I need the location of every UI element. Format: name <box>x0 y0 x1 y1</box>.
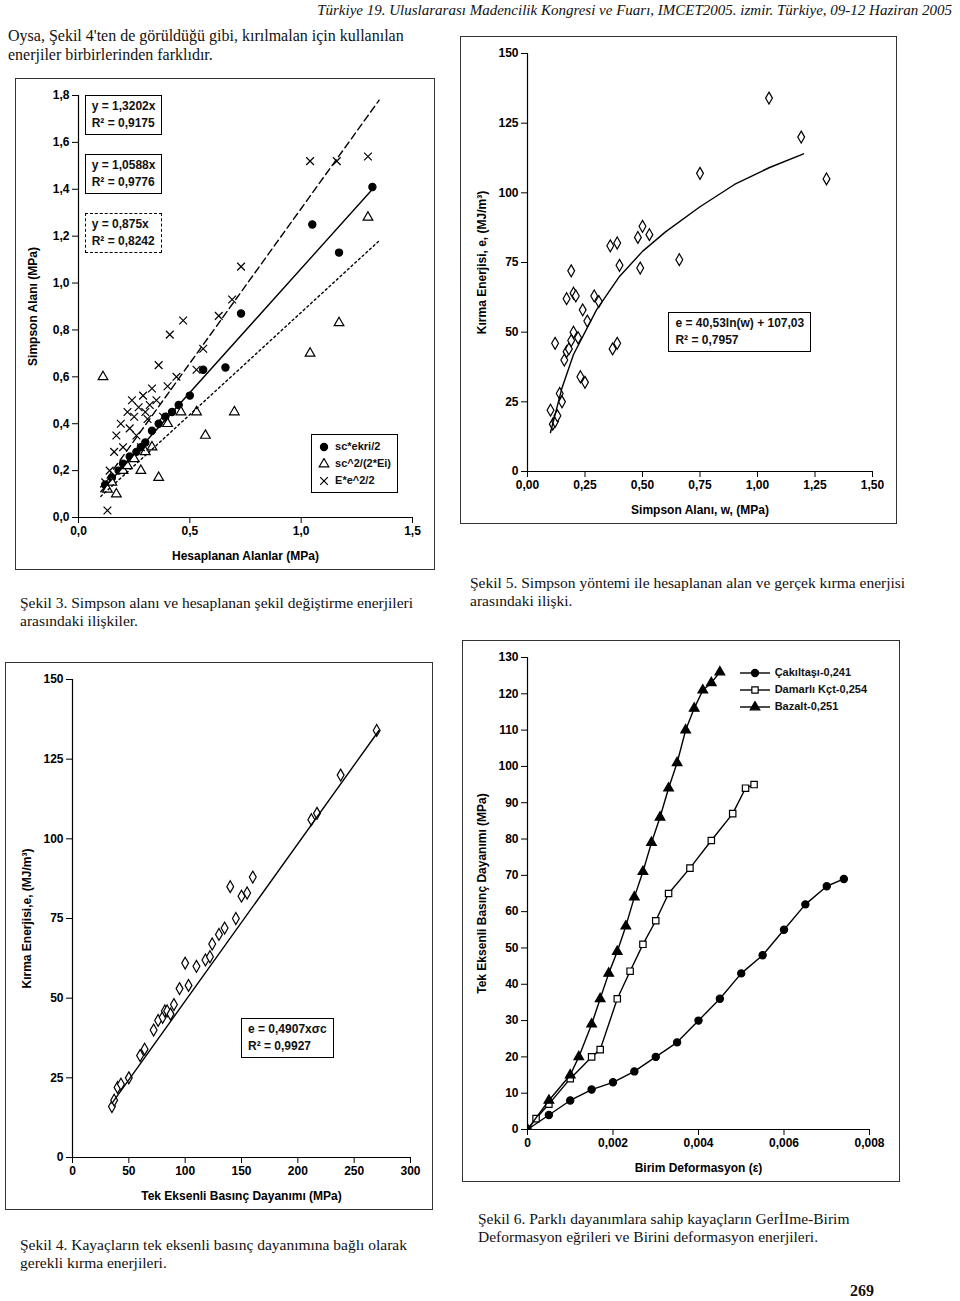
html-text:Şekil 3. Simpson alanı ve hesa: Şekil 3. Simpson alanı ve hesaplanan şek… <box>20 594 413 629</box>
svg-text:100: 100 <box>175 1164 195 1178</box>
html-text:Şekil 5. Simpson yöntemi ile h: Şekil 5. Simpson yöntemi ile hesaplanan … <box>470 574 906 609</box>
html-text:R² = 0,9927: R² = 0,9927 <box>248 1039 311 1054</box>
svg-text:1,2: 1,2 <box>53 229 70 243</box>
html-text:y = 0,875x: y = 0,875x <box>91 217 149 232</box>
svg-text:100: 100 <box>498 186 518 200</box>
svg-text:125: 125 <box>43 752 63 766</box>
svg-text:100: 100 <box>43 832 63 846</box>
svg-text:50: 50 <box>122 1164 136 1178</box>
svg-text:0,004: 0,004 <box>683 1136 713 1150</box>
svg-text:0: 0 <box>512 1122 519 1136</box>
html-text:e = 0,4907xσc: e = 0,4907xσc <box>248 1022 327 1037</box>
svg-text:0,006: 0,006 <box>769 1136 799 1150</box>
svg-text:0: 0 <box>69 1164 76 1178</box>
html-text:E*e^2/2: E*e^2/2 <box>335 474 375 486</box>
html-text:Bazalt-0,251: Bazalt-0,251 <box>774 700 839 712</box>
svg-text:150: 150 <box>498 46 518 60</box>
svg-text:0,5: 0,5 <box>181 524 198 538</box>
html-text:Çakıltaşı-0,241: Çakıltaşı-0,241 <box>774 666 852 678</box>
html-text:e = 40,53ln(w) + 107,03: e = 40,53ln(w) + 107,03 <box>675 316 805 331</box>
svg-text:1,6: 1,6 <box>53 135 70 149</box>
svg-text:Hesaplanan Alanlar (MPa): Hesaplanan Alanlar (MPa) <box>172 549 319 563</box>
svg-text:0,2: 0,2 <box>53 463 70 477</box>
svg-text:120: 120 <box>498 687 518 701</box>
svg-text:25: 25 <box>505 395 519 409</box>
svg-text:50: 50 <box>505 941 519 955</box>
svg-text:30: 30 <box>505 1013 519 1027</box>
svg-text:0,75: 0,75 <box>688 478 712 492</box>
html-text:sc^2/(2*Ei): sc^2/(2*Ei) <box>335 457 391 469</box>
html-text:R² = 0,7957: R² = 0,7957 <box>675 333 739 348</box>
svg-text:75: 75 <box>50 911 64 925</box>
svg-text:0,4: 0,4 <box>53 417 70 431</box>
svg-text:25: 25 <box>50 1071 64 1085</box>
svg-text:150: 150 <box>231 1164 251 1178</box>
html-text:Şekil 6. Parklı dayanımlara sa: Şekil 6. Parklı dayanımlara sahip kayaçl… <box>478 1210 850 1245</box>
svg-text:Kırma Enerjisi, e, (MJ/m³): Kırma Enerjisi, e, (MJ/m³) <box>475 191 489 334</box>
svg-text:0: 0 <box>57 1150 64 1164</box>
html-text:R² = 0,9175: R² = 0,9175 <box>91 116 155 130</box>
html-text:y = 1,3202x: y = 1,3202x <box>91 99 156 113</box>
svg-text:1,50: 1,50 <box>861 478 885 492</box>
svg-text:80: 80 <box>505 832 519 846</box>
html-text:R² = 0,9776: R² = 0,9776 <box>91 175 155 190</box>
svg-text:0,0: 0,0 <box>53 510 70 524</box>
svg-text:Simpson Alanı (MPa): Simpson Alanı (MPa) <box>26 247 40 366</box>
svg-text:Birim Deformasyon (ε): Birim Deformasyon (ε) <box>635 1161 763 1175</box>
svg-text:1,8: 1,8 <box>53 88 70 102</box>
svg-text:0,8: 0,8 <box>53 323 70 337</box>
svg-text:250: 250 <box>344 1164 364 1178</box>
svg-text:0: 0 <box>524 1136 531 1150</box>
svg-text:Kırma Enerjisi,e, (MJ/m³): Kırma Enerjisi,e, (MJ/m³) <box>20 848 34 988</box>
svg-text:70: 70 <box>505 868 519 882</box>
svg-text:Tek Eksenli Basınç Dayanımı (M: Tek Eksenli Basınç Dayanımı (MPa) <box>475 793 489 994</box>
html-text:Şekil 4. Kayaçların tek eksenl: Şekil 4. Kayaçların tek eksenli basınç d… <box>20 1236 407 1271</box>
svg-text:0,002: 0,002 <box>598 1136 628 1150</box>
svg-text:90: 90 <box>505 796 519 810</box>
html-text:Oysa, Şekil 4'ten de görüldüğü: Oysa, Şekil 4'ten de görüldüğü gibi, kır… <box>8 27 404 63</box>
html-text:sc*ekri/2: sc*ekri/2 <box>335 440 381 452</box>
html-text:Damarlı Kçt-0,254: Damarlı Kçt-0,254 <box>774 683 867 695</box>
html-text:269: 269 <box>850 1282 874 1299</box>
html-text:y = 1,0588x: y = 1,0588x <box>91 158 156 173</box>
svg-text:75: 75 <box>505 255 519 269</box>
svg-text:20: 20 <box>505 1050 519 1064</box>
svg-text:110: 110 <box>499 723 519 737</box>
svg-text:60: 60 <box>505 904 519 918</box>
svg-text:50: 50 <box>505 325 519 339</box>
svg-text:0,50: 0,50 <box>631 478 655 492</box>
svg-text:0,25: 0,25 <box>573 478 597 492</box>
svg-text:1,5: 1,5 <box>404 524 421 538</box>
svg-text:125: 125 <box>498 116 518 130</box>
svg-text:Tek Eksenli Basınç Dayanımı (M: Tek Eksenli Basınç Dayanımı (MPa) <box>141 1189 342 1203</box>
svg-text:130: 130 <box>498 650 518 664</box>
svg-text:40: 40 <box>505 977 519 991</box>
svg-text:0: 0 <box>512 464 519 478</box>
svg-text:50: 50 <box>50 991 64 1005</box>
svg-text:100: 100 <box>498 759 518 773</box>
svg-text:1,00: 1,00 <box>746 478 770 492</box>
svg-text:1,25: 1,25 <box>803 478 827 492</box>
svg-text:1,0: 1,0 <box>53 276 70 290</box>
html-text:Türkiye 19. Uluslararası Maden: Türkiye 19. Uluslararası Madencilik Kong… <box>317 2 952 18</box>
svg-text:0,00: 0,00 <box>516 478 540 492</box>
svg-text:300: 300 <box>400 1164 420 1178</box>
svg-text:0,0: 0,0 <box>70 524 87 538</box>
svg-text:Simpson Alanı, w, (MPa): Simpson Alanı, w, (MPa) <box>631 503 769 517</box>
svg-text:200: 200 <box>288 1164 308 1178</box>
svg-text:10: 10 <box>505 1086 519 1100</box>
svg-text:150: 150 <box>43 672 63 686</box>
svg-text:1,4: 1,4 <box>53 182 70 196</box>
svg-text:1,0: 1,0 <box>293 524 310 538</box>
html-text:R² = 0,8242: R² = 0,8242 <box>91 234 155 249</box>
svg-text:0,6: 0,6 <box>53 370 70 384</box>
svg-text:0,008: 0,008 <box>854 1136 884 1150</box>
